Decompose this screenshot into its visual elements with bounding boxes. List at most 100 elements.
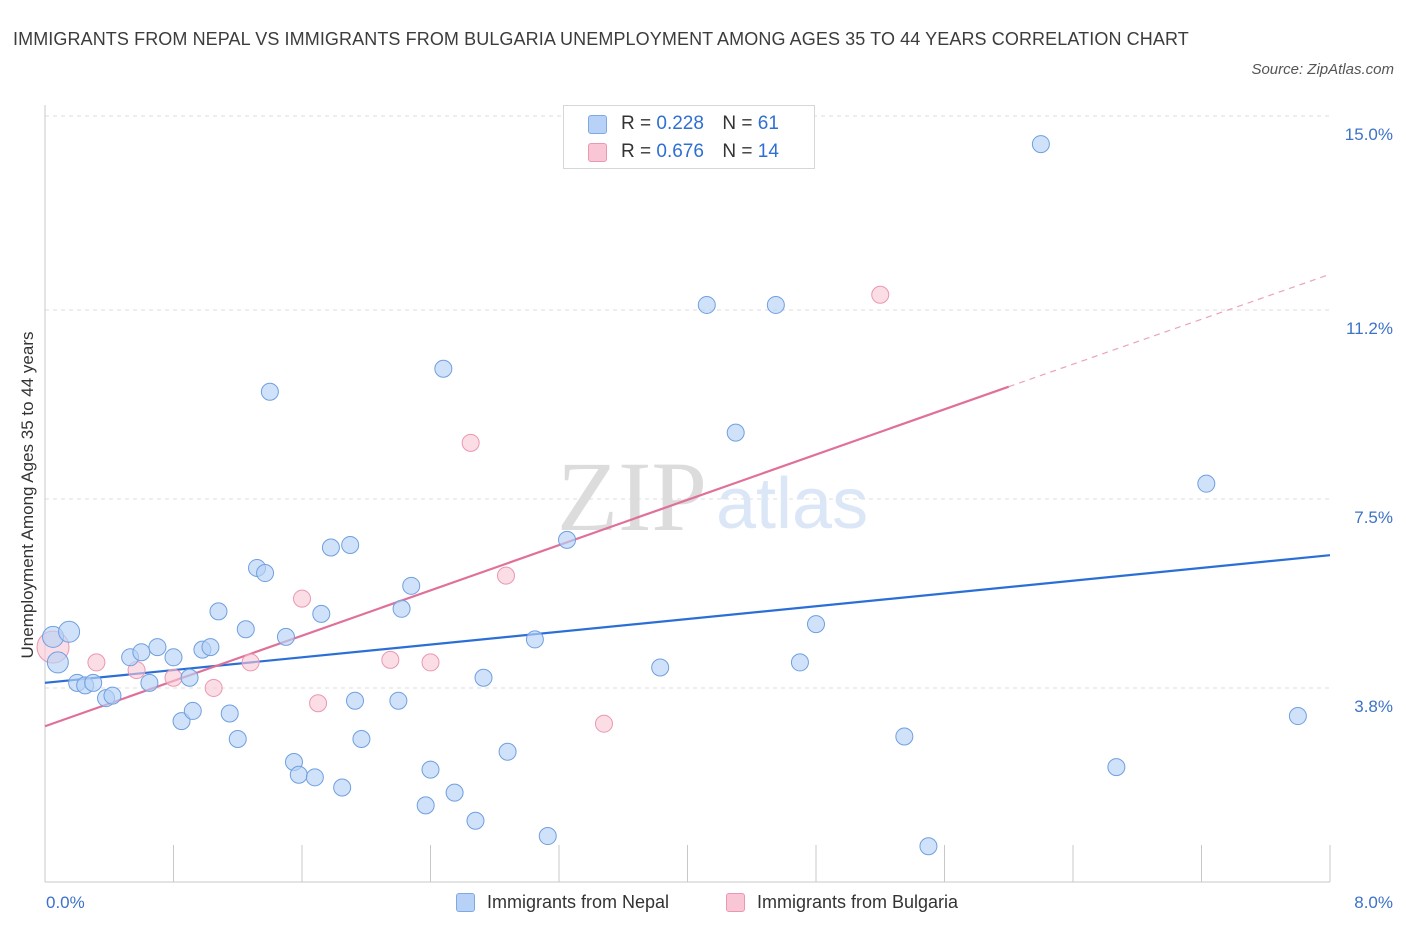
nepal-point: [289, 765, 308, 784]
watermark-atlas: atlas: [716, 464, 868, 544]
correlation-legend: R = 0.228 N = 61 R = 0.676 N = 14: [563, 105, 815, 169]
nepal-point: [895, 727, 914, 746]
bulgaria-trend-line: [44, 385, 1010, 728]
nepal-point: [172, 712, 191, 731]
nepal-point: [421, 760, 440, 779]
nepal-point: [183, 701, 202, 720]
axes: [44, 105, 1331, 883]
nepal-point: [1107, 758, 1126, 777]
nepal-point: [346, 691, 365, 710]
nepal-point: [148, 638, 167, 657]
nepal-point: [538, 827, 557, 846]
nepal-point: [276, 627, 295, 646]
nepal-point: [402, 576, 421, 595]
nepal-point: [46, 651, 69, 674]
nepal-point: [341, 535, 360, 554]
bulgaria-point: [309, 694, 328, 713]
bulgaria-point: [164, 668, 183, 687]
y-axis-label: Unemployment Among Ages 35 to 44 years: [18, 331, 37, 659]
bulgaria-point: [496, 566, 515, 585]
bulgaria-point: [594, 714, 613, 733]
nepal-point: [807, 615, 825, 634]
nepal-point: [919, 837, 938, 856]
nepal-point: [651, 658, 670, 677]
nepal-point: [132, 643, 151, 662]
nepal-point: [434, 359, 453, 378]
legend-nepal-label: Immigrants from Nepal: [487, 891, 670, 912]
nepal-point: [558, 530, 577, 549]
grid-lines: [45, 115, 1330, 689]
nepal-point: [333, 778, 352, 797]
nepal-trend-line: [44, 554, 1331, 684]
y-tick-label: 11.2%: [1346, 319, 1393, 338]
watermark: ZIP atlas: [557, 441, 868, 552]
nepal-point: [445, 783, 464, 802]
bulgaria-n-value: 14: [757, 141, 779, 162]
nepal-point: [236, 620, 255, 639]
bulgaria-point: [87, 653, 106, 672]
legend-row-nepal: R = 0.228 N = 61: [588, 113, 779, 135]
nepal-point: [312, 604, 331, 623]
bulgaria-point: [421, 653, 440, 672]
nepal-point: [389, 691, 408, 710]
nepal-point: [352, 730, 371, 749]
nepal-point: [220, 704, 239, 723]
data-points: [36, 135, 1307, 856]
nepal-swatch: [588, 114, 607, 134]
legend-nepal-swatch: [456, 892, 475, 912]
tick-labels: 3.8% 7.5% 11.2% 15.0% 0.0% 8.0%: [46, 125, 1393, 912]
nepal-point: [466, 811, 485, 830]
nepal-n-label: N =: [722, 113, 758, 134]
chart-title: IMMIGRANTS FROM NEPAL VS IMMIGRANTS FROM…: [13, 29, 1189, 49]
nepal-point: [164, 648, 183, 667]
nepal-point: [474, 668, 493, 687]
nepal-point: [1197, 474, 1216, 493]
nepal-point: [790, 653, 809, 672]
nepal-point: [697, 295, 716, 314]
nepal-point: [392, 599, 411, 618]
bulgaria-r-label: R =: [621, 141, 657, 162]
x-tick-label: 0.0%: [46, 893, 85, 912]
bulgaria-point: [293, 589, 311, 608]
legend-item-bulgaria: Immigrants from Bulgaria: [726, 890, 958, 914]
bulgaria-swatch: [588, 142, 607, 162]
nepal-point: [416, 796, 435, 815]
y-tick-label: 7.5%: [1354, 508, 1393, 527]
source-label: Source: ZipAtlas.com: [1251, 61, 1394, 78]
bulgaria-trend-extension: [1008, 273, 1331, 388]
nepal-point: [766, 295, 785, 314]
bulgaria-point: [871, 285, 890, 304]
nepal-point: [321, 538, 340, 557]
nepal-point: [180, 668, 199, 687]
legend-item-nepal: Immigrants from Nepal: [456, 890, 669, 914]
legend-row-bulgaria: R = 0.676 N = 14: [588, 141, 779, 163]
nepal-point: [201, 638, 220, 657]
nepal-r-value: 0.228: [656, 113, 704, 134]
nepal-point: [260, 382, 279, 401]
nepal-point: [228, 730, 247, 749]
bulgaria-r-value: 0.676: [656, 141, 704, 162]
bulgaria-n-label: N =: [722, 141, 758, 162]
nepal-n-value: 61: [757, 113, 779, 134]
nepal-point: [103, 686, 122, 705]
nepal-point: [726, 423, 745, 442]
watermark-zip: ZIP: [557, 441, 707, 552]
nepal-r-label: R =: [621, 113, 657, 134]
nepal-point: [525, 630, 544, 649]
nepal-point: [305, 768, 324, 787]
nepal-point: [498, 742, 517, 761]
bulgaria-point: [204, 678, 223, 697]
x-tick-label: 8.0%: [1354, 893, 1393, 912]
y-tick-label: 15.0%: [1345, 125, 1393, 144]
nepal-point: [58, 620, 81, 643]
legend-bulgaria-label: Immigrants from Bulgaria: [757, 891, 959, 912]
nepal-point: [140, 673, 159, 692]
bulgaria-point: [381, 650, 400, 669]
nepal-point: [209, 602, 228, 621]
legend-bulgaria-swatch: [726, 892, 745, 912]
nepal-point: [1031, 135, 1050, 154]
nepal-point: [1288, 707, 1307, 726]
y-tick-label: 3.8%: [1354, 697, 1393, 716]
trend-lines: [44, 273, 1331, 728]
